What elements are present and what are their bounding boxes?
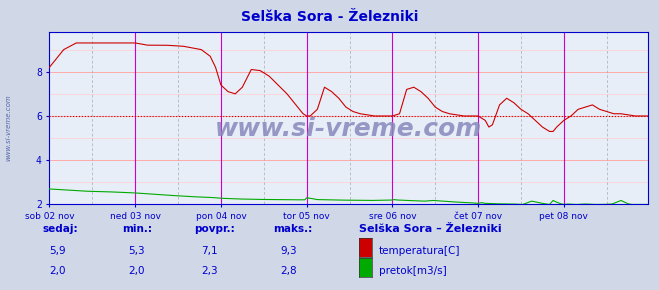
Text: Selška Sora - Železniki: Selška Sora - Železniki (241, 10, 418, 24)
Text: www.si-vreme.com: www.si-vreme.com (5, 94, 11, 161)
Text: 5,3: 5,3 (129, 246, 145, 256)
Text: min.:: min.: (122, 224, 152, 234)
Text: povpr.:: povpr.: (194, 224, 235, 234)
Text: 2,0: 2,0 (49, 266, 66, 276)
Text: temperatura[C]: temperatura[C] (379, 246, 461, 256)
Text: 5,9: 5,9 (49, 246, 66, 256)
Text: pretok[m3/s]: pretok[m3/s] (379, 266, 447, 276)
Text: www.si-vreme.com: www.si-vreme.com (215, 117, 482, 141)
Text: 2,0: 2,0 (129, 266, 145, 276)
Text: 2,3: 2,3 (201, 266, 217, 276)
Text: 9,3: 9,3 (280, 246, 297, 256)
Text: 2,8: 2,8 (280, 266, 297, 276)
Text: sedaj:: sedaj: (43, 224, 78, 234)
Text: maks.:: maks.: (273, 224, 313, 234)
Text: Selška Sora – Železniki: Selška Sora – Železniki (359, 224, 501, 234)
Text: 7,1: 7,1 (201, 246, 217, 256)
